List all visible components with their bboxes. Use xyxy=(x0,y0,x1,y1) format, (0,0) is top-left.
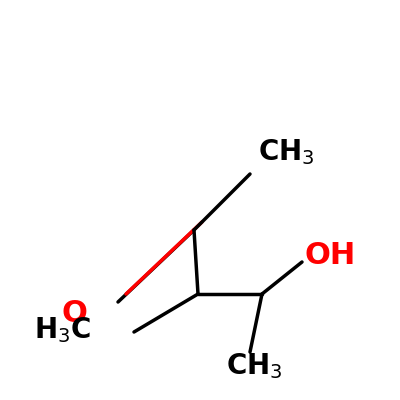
Text: H$_3$C: H$_3$C xyxy=(34,315,91,345)
Text: CH$_3$: CH$_3$ xyxy=(258,137,315,167)
Text: O: O xyxy=(61,300,87,328)
Text: OH: OH xyxy=(304,242,355,270)
Text: CH$_3$: CH$_3$ xyxy=(226,351,283,381)
